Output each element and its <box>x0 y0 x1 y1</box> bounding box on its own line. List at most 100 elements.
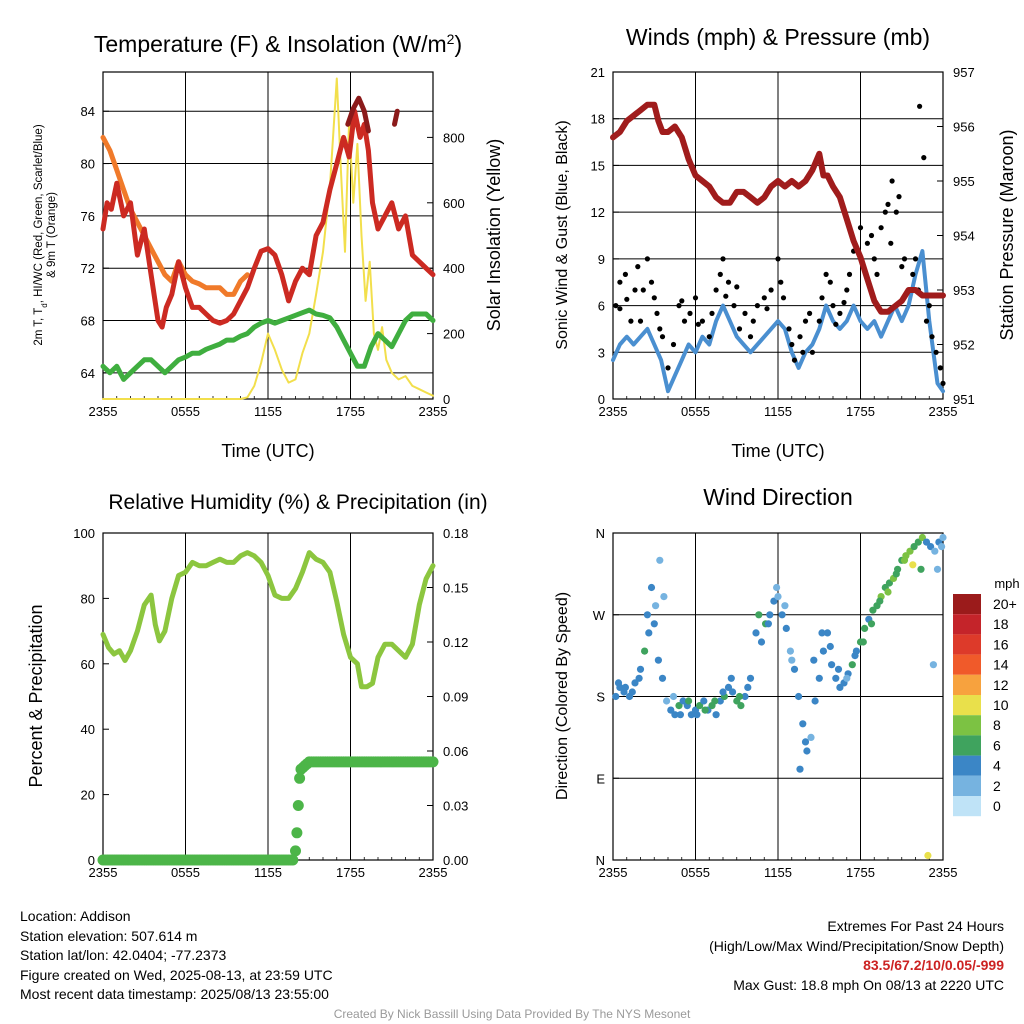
gust-point <box>933 349 939 355</box>
gust-point <box>893 209 899 215</box>
direction-point <box>834 665 843 673</box>
x-tick-label: 1155 <box>254 865 282 880</box>
y-tick-label: N <box>596 853 605 868</box>
gust-point <box>823 271 829 277</box>
gust-point <box>706 334 712 340</box>
direction-point <box>645 629 653 637</box>
gust-point <box>802 318 809 324</box>
y-tick-label: 15 <box>591 158 605 173</box>
y2-axis-label: Station Pressure (Maroon) <box>997 129 1017 340</box>
y2-tick-label: 956 <box>953 120 975 135</box>
gust-point <box>695 321 701 327</box>
gust-point <box>670 341 677 348</box>
colorbar-label: 12 <box>993 677 1009 693</box>
gust-point <box>648 279 655 285</box>
gust-point <box>750 318 756 324</box>
direction-point <box>828 661 836 669</box>
gust-point <box>864 240 871 246</box>
colorbar-title: mph <box>994 576 1019 591</box>
direction-point <box>918 533 927 542</box>
direction-point <box>885 579 894 587</box>
y-tick-label: 60 <box>81 657 95 672</box>
y2-tick-label: 953 <box>953 283 975 298</box>
direction-point <box>660 593 668 601</box>
y2-tick-label: 0 <box>443 392 450 407</box>
direction-point <box>917 565 925 573</box>
y-tick-label: 76 <box>81 209 95 224</box>
x-tick-label: 2355 <box>89 865 118 880</box>
precip-point <box>290 845 301 857</box>
direction-point <box>700 697 708 705</box>
direction-point <box>811 697 819 705</box>
series-dewpoint <box>100 307 436 382</box>
gust-point <box>885 201 891 207</box>
colorbar-label: 18 <box>993 616 1009 632</box>
y-axis-label: Direction (Colored By Speed) <box>554 592 571 800</box>
colorbar-swatch <box>953 775 981 796</box>
direction-point <box>656 556 664 564</box>
x-tick-label: 1755 <box>846 404 875 419</box>
location-text: Location: Addison <box>20 908 131 924</box>
colorbar-label: 2 <box>993 778 1001 794</box>
gust-point <box>937 365 943 371</box>
gust-point <box>613 303 619 309</box>
x-tick-label: 1155 <box>764 404 792 419</box>
gust-point <box>676 303 682 309</box>
direction-point <box>799 720 807 728</box>
y2-tick-label: 0.15 <box>443 581 468 596</box>
colorbar-swatch <box>953 796 981 817</box>
gust-point <box>681 318 688 324</box>
y-tick-label: 100 <box>73 526 95 541</box>
gust-point <box>846 271 853 277</box>
direction-point <box>843 674 851 682</box>
direction-point <box>652 602 660 610</box>
direction-point <box>819 647 828 655</box>
gust-point <box>635 264 641 270</box>
gust-point <box>617 279 623 285</box>
direction-point <box>803 747 811 755</box>
direction-point <box>795 692 803 701</box>
direction-point <box>773 583 781 592</box>
colorbar-label: 8 <box>993 717 1001 733</box>
gust-point <box>632 287 638 293</box>
colorbar-label: 4 <box>993 758 1001 774</box>
x-tick-label: 1155 <box>764 865 792 880</box>
chart-title: Relative Humidity (%) & Precipitation (i… <box>108 491 487 514</box>
direction-point <box>884 588 892 596</box>
y2-tick-label: 800 <box>443 130 465 145</box>
gust-point <box>768 287 774 293</box>
colorbar-swatch <box>953 755 981 776</box>
y-tick-label: 84 <box>81 104 95 119</box>
gust-point <box>622 271 629 277</box>
series-wind_chill <box>345 95 371 134</box>
direction-point <box>685 697 693 705</box>
chart-title: Wind Direction <box>703 484 853 510</box>
y2-tick-label: 0.00 <box>443 853 468 868</box>
y-tick-label: 20 <box>81 788 95 803</box>
x-tick-label: 2355 <box>419 404 448 419</box>
direction-point <box>755 611 763 619</box>
colorbar-swatch <box>953 735 981 756</box>
gust-point <box>819 295 825 301</box>
y-tick-label: 21 <box>591 65 605 80</box>
y2-tick-label: 955 <box>953 174 975 189</box>
elevation-text: Station elevation: 507.614 m <box>20 927 198 944</box>
y2-tick-label: 951 <box>953 392 975 407</box>
y-tick-label: 72 <box>81 261 95 276</box>
direction-point <box>790 665 799 673</box>
gust-point <box>742 310 748 316</box>
direction-point <box>628 688 636 696</box>
direction-point <box>938 543 946 551</box>
gust-point <box>713 287 719 293</box>
gust-point <box>874 271 880 277</box>
precip-point <box>427 756 439 768</box>
gust-point <box>778 279 784 285</box>
direction-point <box>636 665 645 673</box>
colorbar-swatch <box>953 634 981 655</box>
gust-point <box>654 310 660 316</box>
precip-point <box>294 772 306 784</box>
gust-point <box>761 295 767 301</box>
direction-point <box>658 674 667 682</box>
direction-point <box>679 697 687 705</box>
y-tick-label: N <box>596 526 605 541</box>
